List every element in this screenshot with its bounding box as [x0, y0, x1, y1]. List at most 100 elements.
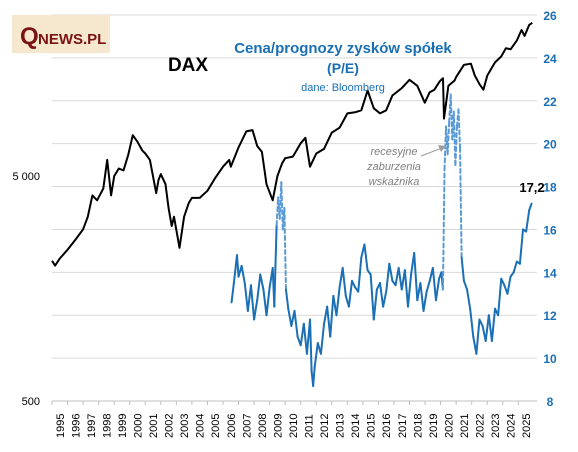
- pe-line-segment: [372, 288, 378, 321]
- x-tick-label: 2007: [241, 414, 253, 438]
- x-tick-label: 2008: [257, 414, 269, 438]
- pe-line-dashed-segment: [278, 181, 283, 220]
- x-tick-label: 2015: [366, 414, 378, 438]
- x-tick-label: 1999: [117, 414, 129, 438]
- pe-line-segment: [475, 318, 481, 355]
- y-right-tick-label: 24: [543, 52, 557, 66]
- pe-line-segment: [287, 307, 293, 327]
- pe-line-segment: [335, 286, 341, 317]
- pe-line-segment: [259, 273, 265, 291]
- pe-line-segment: [309, 318, 313, 372]
- chart-subtitle: (P/E): [327, 60, 359, 76]
- y-right-tick-label: 10: [543, 352, 557, 366]
- x-tick-label: 2025: [521, 414, 533, 438]
- chart-labels: Cena/prognozy zysków spółek (P/E) dane: …: [168, 40, 545, 195]
- x-tick-label: 1997: [86, 414, 98, 438]
- x-tick-label: 2005: [210, 414, 222, 438]
- pe-line-segment: [462, 279, 469, 291]
- x-tick-label: 2022: [474, 414, 486, 438]
- pe-line-segment: [347, 279, 354, 308]
- pe-line-segment: [406, 273, 413, 308]
- y-right-tick-label: 8: [547, 395, 554, 409]
- dax-series-label: DAX: [168, 55, 208, 76]
- pe-line-segment: [490, 307, 497, 342]
- y-right-tick-label: 18: [543, 181, 557, 195]
- series: [51, 21, 533, 387]
- pe-line-segment: [329, 294, 335, 338]
- x-tick-label: 2013: [335, 414, 347, 438]
- x-tick-label: 2009: [272, 414, 284, 438]
- x-tick-label: 1998: [101, 414, 113, 438]
- x-tick-label: 2010: [288, 414, 300, 438]
- pe-line-segment: [293, 309, 299, 338]
- x-tick-label: 2017: [397, 414, 409, 438]
- pe-line-segment: [388, 262, 394, 282]
- pe-line-segment: [357, 256, 363, 293]
- pe-line-segment: [506, 275, 512, 295]
- x-tick-label: 2021: [459, 414, 471, 438]
- annotation-line-1: recesyjne: [370, 146, 417, 158]
- pe-line-segment: [253, 299, 259, 321]
- x-tick-label: 2004: [195, 414, 207, 438]
- pe-line-segment: [413, 252, 419, 302]
- annotation-arrowhead: [438, 145, 446, 152]
- pe-line-dashed-segment: [454, 125, 458, 167]
- pe-line-segment: [382, 290, 388, 308]
- x-tick-label: 2001: [148, 414, 160, 438]
- x-tick-label: 2016: [381, 414, 393, 438]
- pe-line-segment: [240, 264, 246, 285]
- pe-line-segment: [284, 288, 290, 310]
- pe-line-segment: [351, 279, 357, 289]
- chart-source: dane: Bloomberg: [301, 82, 385, 94]
- pe-line-segment: [518, 228, 525, 265]
- pe-line-segment: [512, 260, 518, 274]
- x-tick-label: 2014: [350, 414, 362, 438]
- pe-line-segment: [500, 277, 506, 287]
- pe-line-segment: [363, 243, 369, 272]
- x-tick-label: 2019: [428, 414, 440, 438]
- pe-line-segment: [341, 267, 347, 297]
- annotation-line-2: zaburzenia: [366, 161, 421, 173]
- x-tick-label: 2006: [226, 414, 238, 438]
- pe-line-segment: [319, 322, 326, 355]
- pe-line-segment: [313, 342, 319, 368]
- pe-line-segment: [431, 267, 437, 302]
- y-right-tick-label: 26: [543, 9, 557, 23]
- pe-line-segment: [460, 256, 465, 282]
- chart-title: Cena/prognozy zysków spółek: [234, 40, 452, 57]
- pe-line-segment: [403, 269, 409, 308]
- y-right-tick-label: 12: [543, 309, 557, 323]
- y-right-tick-label: 16: [543, 223, 557, 237]
- logo-letter: Q: [20, 23, 39, 50]
- pe-line-segment: [243, 282, 249, 312]
- x-tick-label: 1995: [55, 414, 67, 438]
- pe-line-dashed-segment: [459, 146, 463, 259]
- pe-line-segment: [419, 282, 425, 312]
- x-tick-label: 2020: [443, 414, 455, 438]
- x-tick-label: 2011: [303, 414, 315, 438]
- pe-line-segment: [249, 284, 256, 321]
- pe-line-segment: [466, 288, 472, 310]
- qnews-logo: Q NEWS.PL: [12, 15, 110, 53]
- annotation-arrow: [420, 147, 443, 157]
- pe-line-segment: [230, 282, 235, 304]
- pe-line-segment: [484, 314, 490, 342]
- last-value-label: 17,2: [519, 180, 544, 195]
- x-tick-label: 2003: [179, 414, 191, 438]
- pe-line-segment: [422, 290, 428, 312]
- x-tick-label: 2002: [164, 414, 176, 438]
- logo-background: [12, 15, 110, 53]
- logo-text: NEWS.PL: [38, 31, 106, 48]
- pe-line-segment: [425, 279, 431, 293]
- pe-line-segment: [469, 307, 475, 338]
- grid-lines: [52, 14, 537, 402]
- x-tick-label: 2018: [412, 414, 424, 438]
- y-right-tick-label: 22: [543, 95, 557, 109]
- pe-line-segment: [528, 202, 533, 212]
- pe-line-segment: [235, 254, 240, 278]
- pe-line-segment: [256, 273, 262, 302]
- x-tick-label: 1996: [70, 414, 82, 438]
- pe-line-segment: [497, 277, 503, 317]
